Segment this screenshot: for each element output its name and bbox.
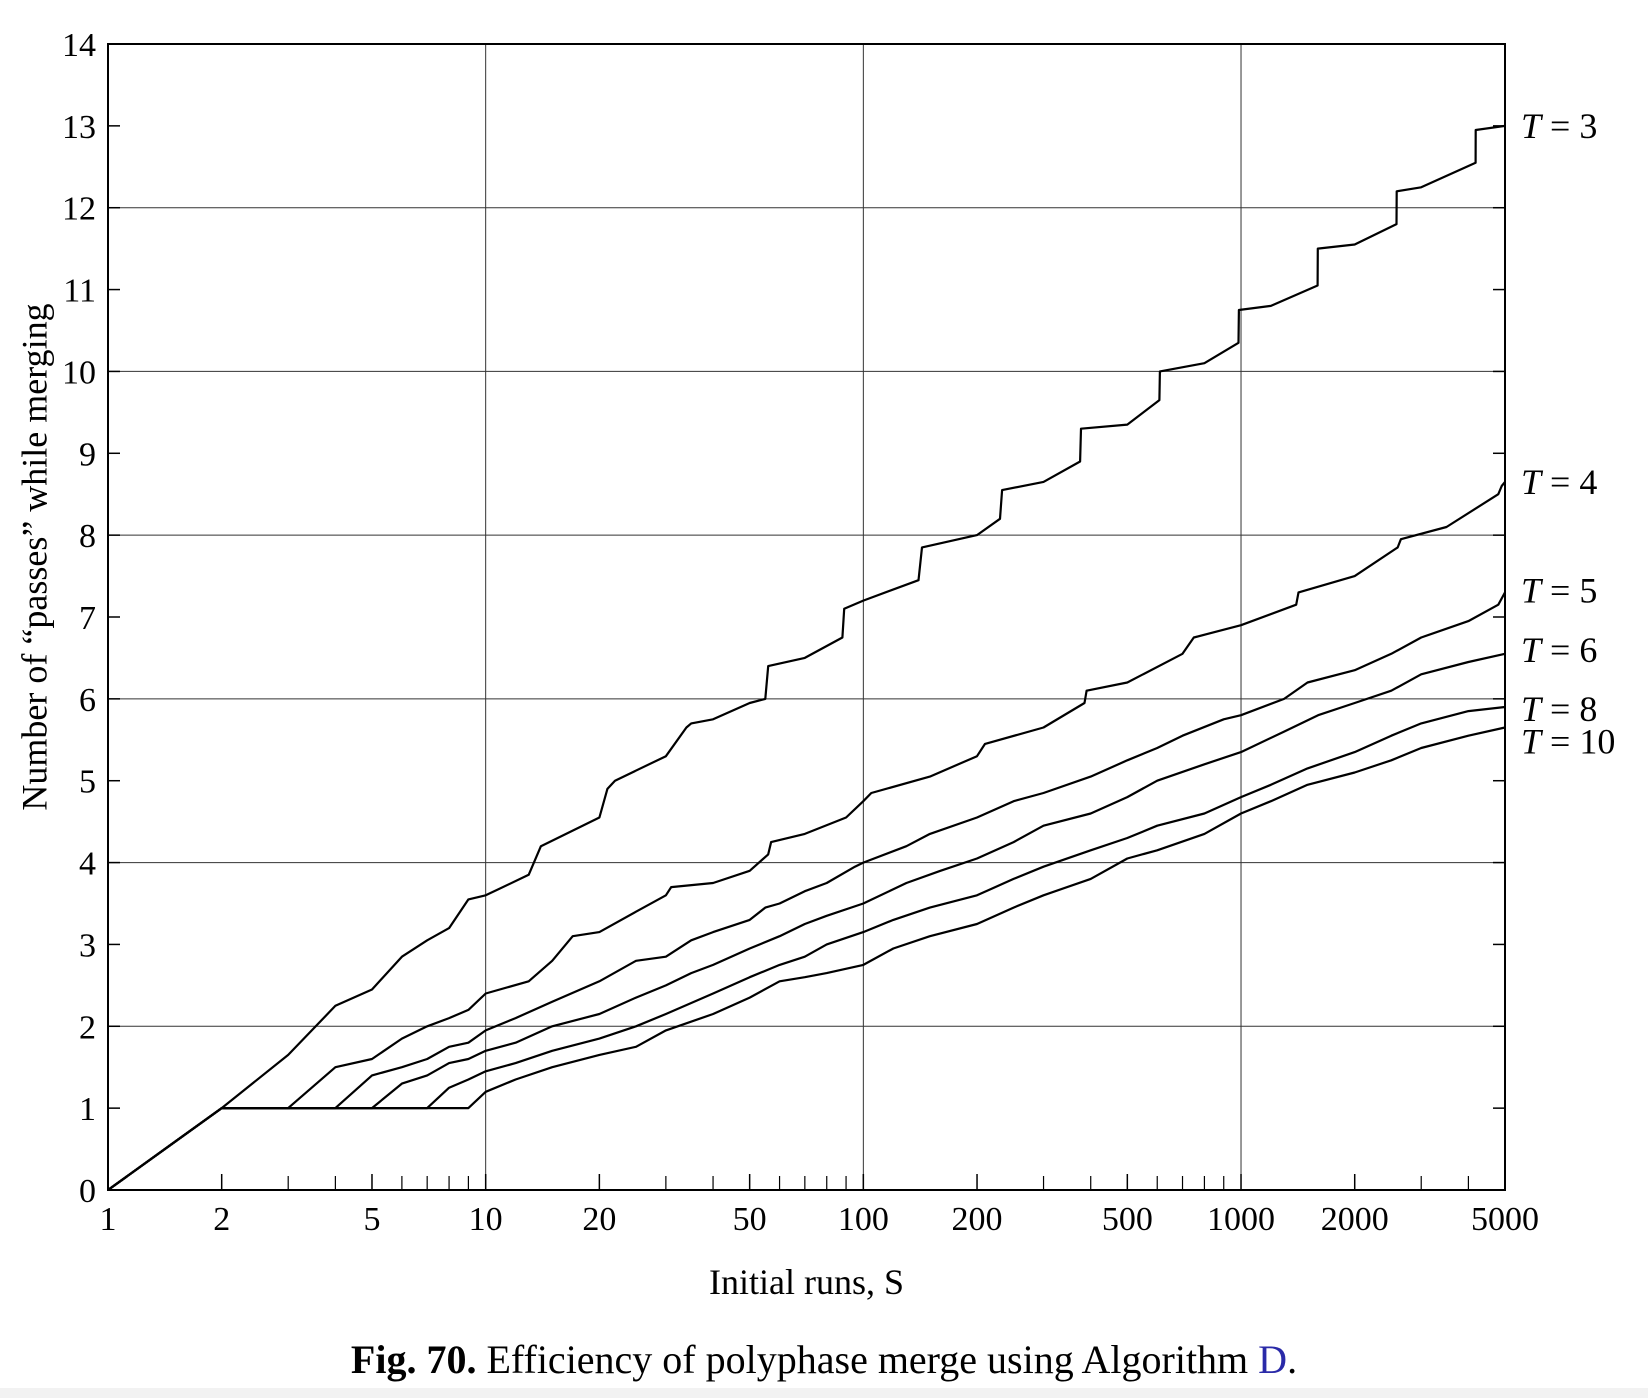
- x-tick-label-10: 10: [469, 1201, 503, 1238]
- x-tick-label-2000: 2000: [1321, 1201, 1389, 1238]
- y-tick-label-2: 2: [79, 1009, 96, 1046]
- x-tick-label-5: 5: [363, 1201, 380, 1238]
- series-label-T10: T = 10: [1521, 722, 1615, 762]
- x-axis-label: Initial runs, S: [709, 1262, 904, 1302]
- series-label-T3: T = 3: [1521, 106, 1597, 146]
- y-tick-label-3: 3: [79, 927, 96, 964]
- y-tick-label-12: 12: [62, 191, 96, 228]
- y-tick-label-14: 14: [62, 27, 96, 64]
- series-line-T3: [107, 124, 1506, 1191]
- caption-text: Efficiency of polyphase merge using Algo…: [476, 1337, 1259, 1382]
- y-tick-label-0: 0: [79, 1173, 96, 1210]
- y-tick-label-13: 13: [62, 109, 96, 146]
- y-tick-label-5: 5: [79, 764, 96, 801]
- series-label-T5: T = 5: [1521, 570, 1597, 610]
- figure-caption: Fig. 70. Efficiency of polyphase merge u…: [0, 1336, 1648, 1383]
- x-tick-label-2: 2: [213, 1201, 230, 1238]
- plot-frame: [107, 43, 1506, 1191]
- series-line-T10: [107, 726, 1506, 1191]
- series-line-T4: [107, 481, 1506, 1191]
- x-tick-label-20: 20: [582, 1201, 616, 1238]
- caption-label: Fig. 70.: [350, 1337, 477, 1382]
- x-tick-label-1: 1: [100, 1201, 117, 1238]
- y-tick-label-10: 10: [62, 354, 96, 391]
- series-label-T8: T = 8: [1521, 689, 1597, 729]
- series-line-T5: [107, 591, 1506, 1191]
- series-line-T8: [107, 705, 1506, 1191]
- y-axis-label: Number of “passes” while merging: [15, 303, 55, 810]
- y-tick-label-6: 6: [79, 682, 96, 719]
- series-line-T6: [107, 652, 1506, 1191]
- algorithm-link[interactable]: D: [1258, 1337, 1288, 1382]
- y-tick-label-8: 8: [79, 518, 96, 555]
- grid: [108, 44, 1505, 1190]
- series-labels: T = 3 T = 4 T = 5 T = 6 T = 8T = 10: [1521, 106, 1615, 762]
- x-tick-label-1000: 1000: [1207, 1201, 1275, 1238]
- y-tick-label-1: 1: [79, 1091, 96, 1128]
- caption-end: .: [1287, 1337, 1298, 1382]
- x-tick-label-50: 50: [733, 1201, 767, 1238]
- x-tick-label-200: 200: [952, 1201, 1003, 1238]
- y-tick-label-11: 11: [63, 273, 96, 310]
- series-lines: [107, 124, 1506, 1191]
- y-tick-label-4: 4: [79, 846, 96, 883]
- series-label-T6: T = 6: [1521, 630, 1597, 670]
- y-tick-label-7: 7: [79, 600, 96, 637]
- x-tick-label-100: 100: [838, 1201, 889, 1238]
- x-tick-label-5000: 5000: [1471, 1201, 1539, 1238]
- series-label-T4: T = 4: [1521, 462, 1597, 502]
- page-bottom-strip: [0, 1388, 1648, 1398]
- y-tick-label-9: 9: [79, 436, 96, 473]
- x-tick-label-500: 500: [1102, 1201, 1153, 1238]
